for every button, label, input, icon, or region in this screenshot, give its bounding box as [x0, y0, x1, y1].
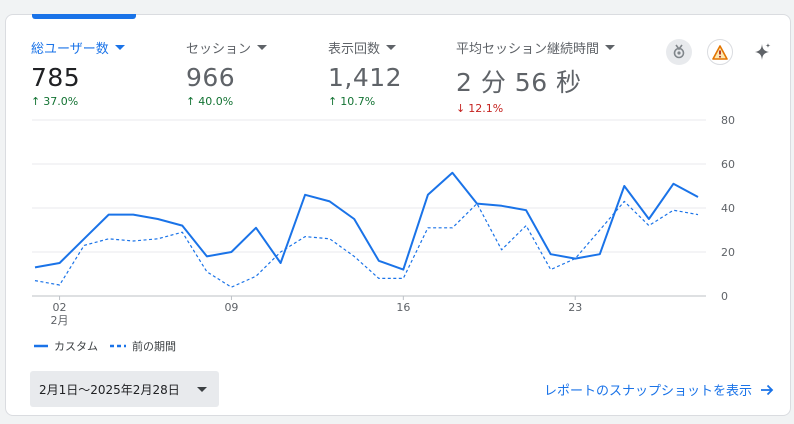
y-tick-label: 0	[721, 290, 728, 303]
metric-label-text: 総ユーザー数	[31, 42, 109, 57]
chart-legend: カスタム 前の期間	[34, 338, 176, 354]
arrow-up-icon: ↑	[328, 95, 338, 108]
metric-change-value: 40.0%	[198, 95, 234, 108]
metric-views[interactable]: 表示回数 1,412 ↑ 10.7%	[328, 38, 402, 108]
y-tick-label: 60	[721, 158, 735, 171]
legend-solid-swatch	[34, 344, 48, 348]
x-tick-label: 23	[568, 301, 582, 314]
y-tick-label: 40	[721, 202, 735, 215]
metric-change-value: 10.7%	[340, 95, 376, 108]
metric-label[interactable]: セッション	[186, 38, 268, 57]
arrow-up-icon: ↑	[31, 95, 41, 108]
date-range-button[interactable]: 2月1日～2025年2月28日	[30, 371, 219, 407]
series-previous-period-line	[34, 200, 699, 288]
metric-value: 2 分 56 秒	[456, 68, 582, 97]
x-tick-label: 02	[53, 301, 67, 314]
metric-sessions[interactable]: セッション 966 ↑ 40.0%	[186, 38, 268, 108]
metric-value: 785	[31, 63, 81, 92]
arrow-down-icon: ↓	[456, 102, 466, 115]
series-custom-line	[34, 171, 699, 271]
metric-label[interactable]: 平均セッション継続時間	[456, 38, 616, 57]
metric-avg-session-duration[interactable]: 平均セッション継続時間 2 分 56 秒 ↓ 12.1%	[456, 38, 616, 115]
metric-total-users[interactable]: 総ユーザー数 785 ↑ 37.0%	[31, 38, 125, 108]
date-range-label: 2月1日～2025年2月28日	[39, 382, 180, 397]
snapshot-link-label: レポートのスナップショットを表示	[543, 384, 752, 399]
view-snapshot-link[interactable]: レポートのスナップショットを表示	[544, 380, 774, 399]
metric-change: ↓ 12.1%	[456, 102, 615, 115]
y-tick-label: 20	[721, 246, 735, 259]
sparkle-icon[interactable]	[749, 39, 775, 65]
metric-change: ↑ 40.0%	[186, 95, 267, 108]
chevron-down-icon[interactable]	[197, 387, 207, 392]
x-tick-label: 09	[224, 301, 238, 314]
x-tick-sublabel: 2月	[51, 314, 69, 327]
warning-icon[interactable]	[707, 39, 733, 65]
metric-label[interactable]: 総ユーザー数	[31, 38, 125, 57]
metric-change-value: 12.1%	[468, 102, 504, 115]
metric-label[interactable]: 表示回数	[328, 38, 402, 57]
metric-label-text: セッション	[186, 42, 252, 57]
chevron-down-icon[interactable]	[257, 45, 268, 50]
y-tick-label: 80	[721, 114, 735, 127]
metric-value: 966	[186, 63, 236, 92]
x-tick-label: 16	[396, 301, 410, 314]
legend-label: 前の期間	[132, 340, 176, 353]
metric-label-text: 表示回数	[328, 42, 381, 57]
chevron-down-icon[interactable]	[605, 45, 616, 50]
chevron-down-icon[interactable]	[114, 45, 125, 50]
metric-label-text: 平均セッション継続時間	[456, 42, 600, 57]
arrow-right-icon	[761, 384, 774, 395]
active-tab-indicator	[32, 14, 136, 19]
insights-badge-icon[interactable]	[666, 39, 692, 65]
metric-value: 1,412	[328, 63, 403, 92]
metric-change: ↑ 37.0%	[31, 95, 125, 108]
arrow-up-icon: ↑	[186, 95, 196, 108]
metric-change-value: 37.0%	[43, 95, 79, 108]
chevron-down-icon[interactable]	[386, 45, 397, 50]
legend-label: カスタム	[54, 340, 98, 353]
metric-change: ↑ 10.7%	[328, 95, 402, 108]
legend-dashed-swatch	[110, 344, 126, 348]
